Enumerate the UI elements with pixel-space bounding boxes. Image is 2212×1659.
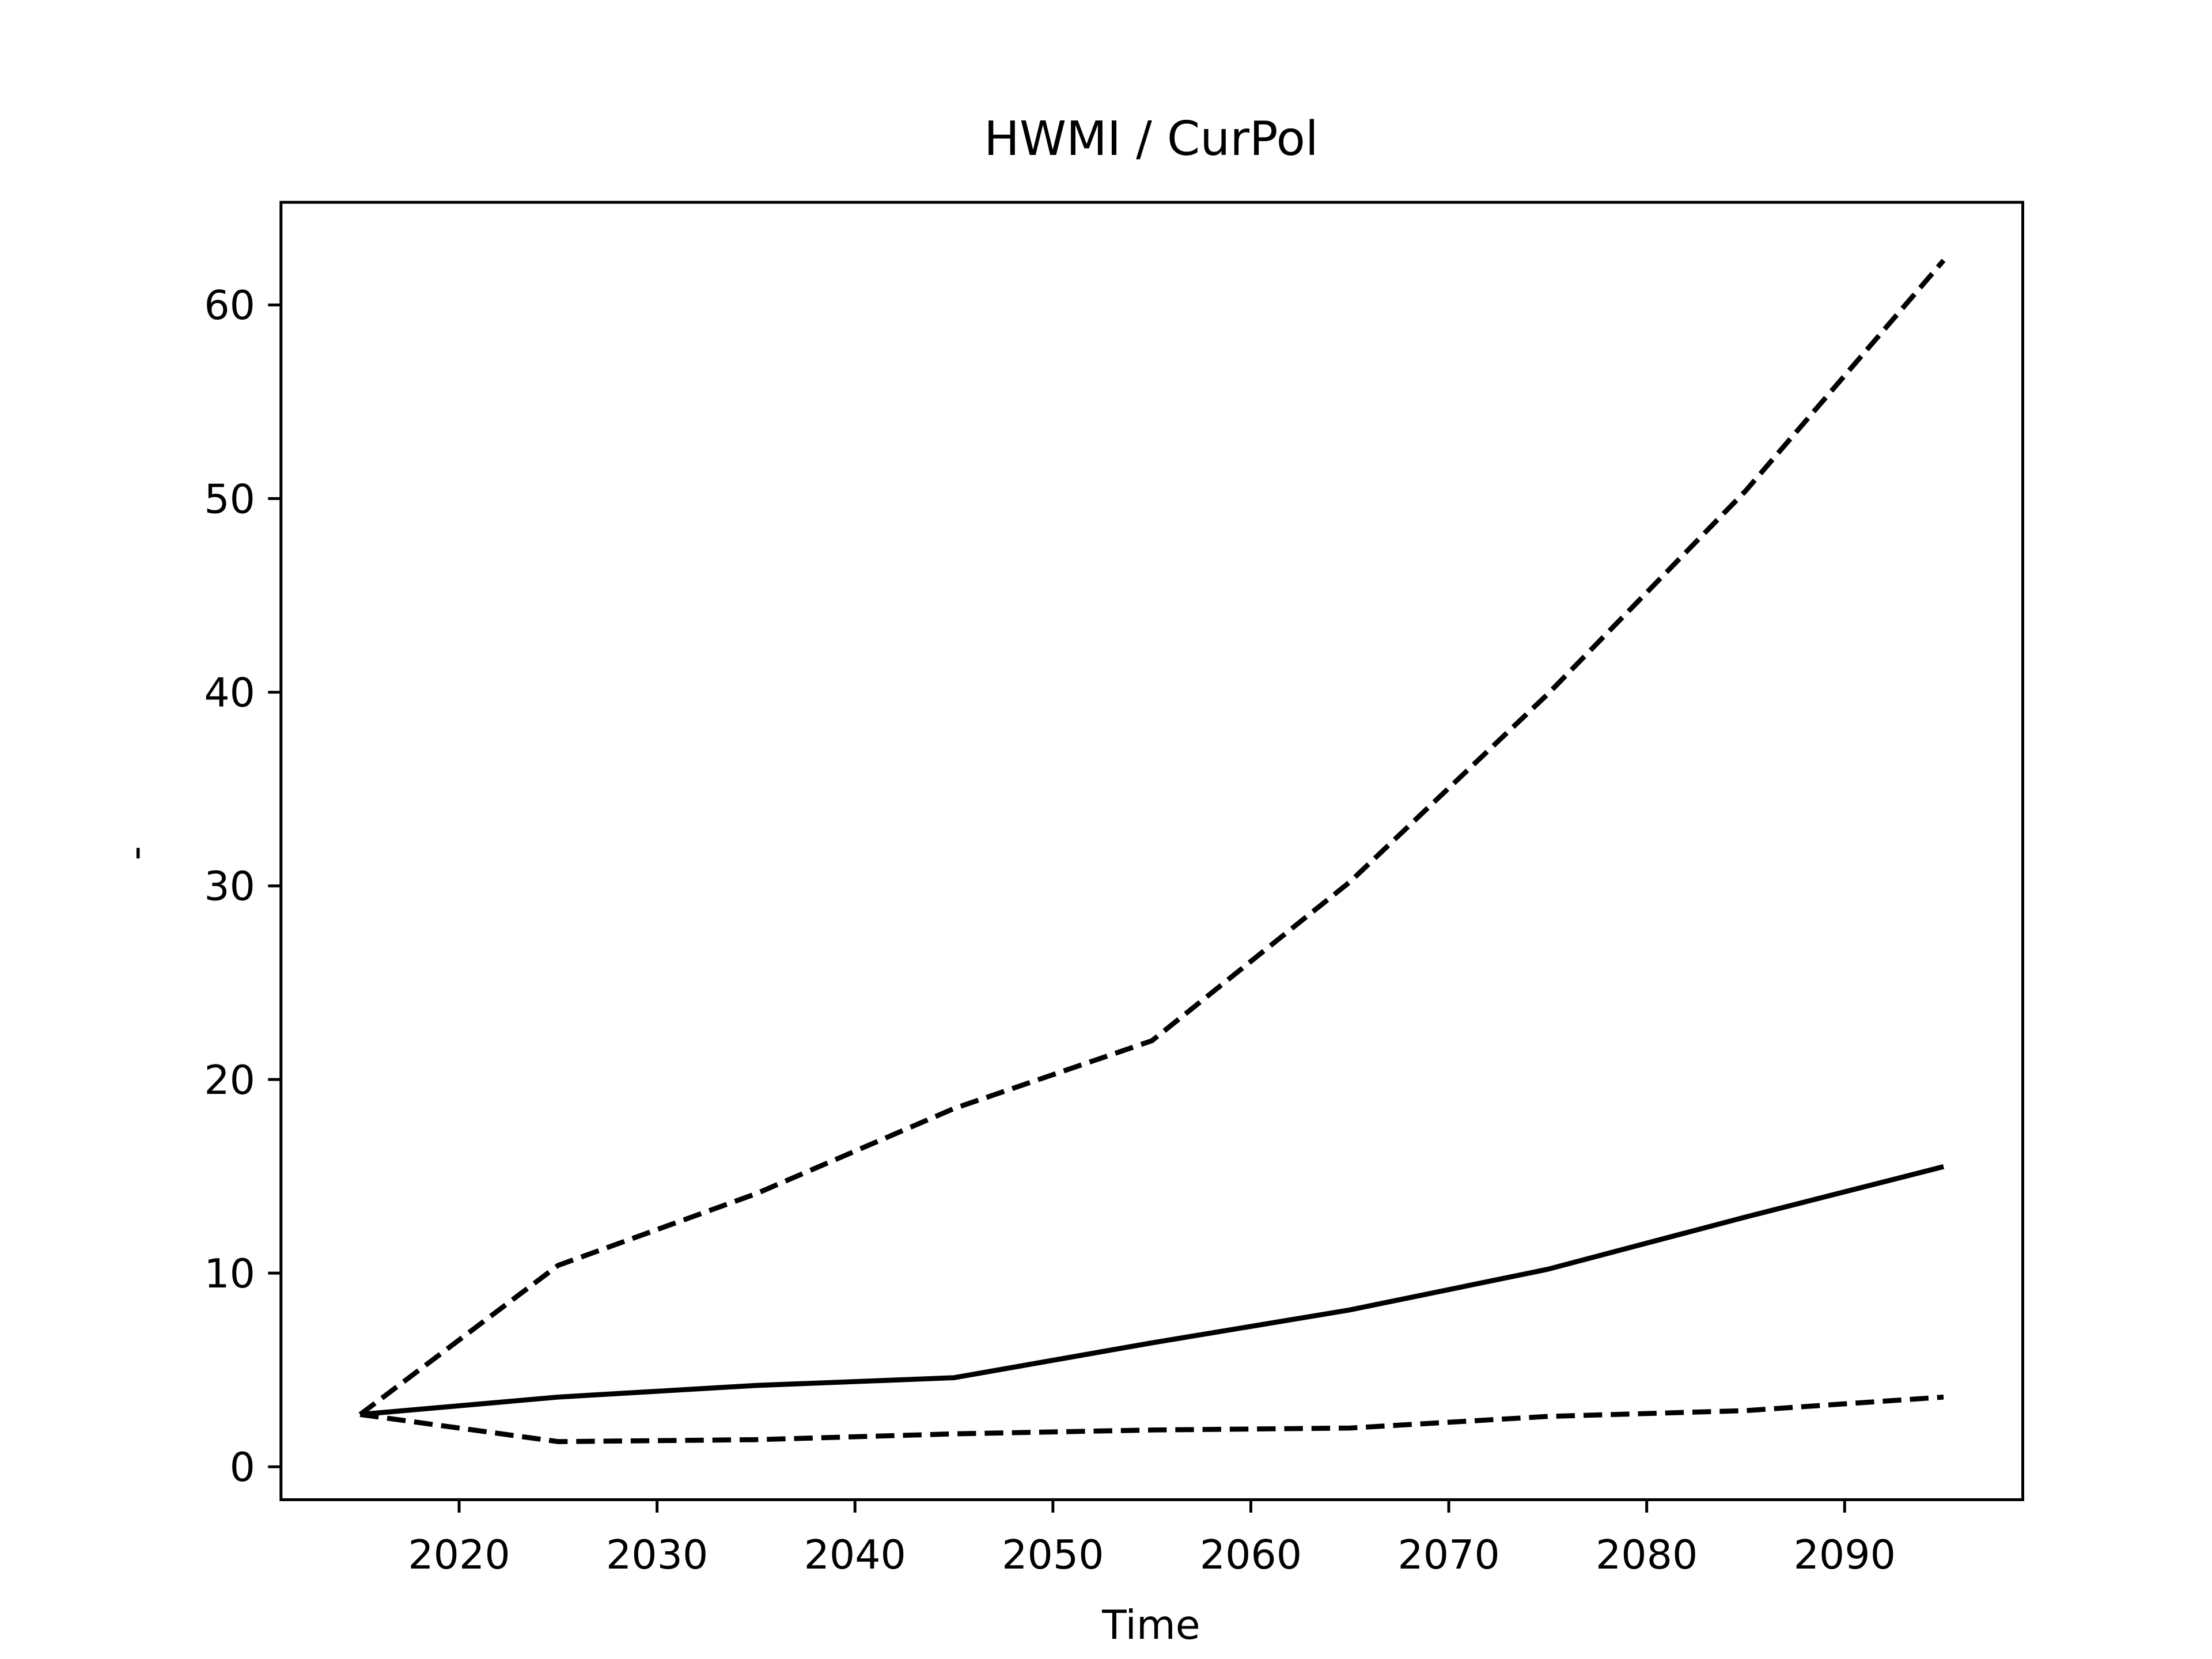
x-tick-label: 2040 [804, 1532, 906, 1578]
y-tick-label: 10 [204, 1251, 255, 1297]
plot-frame [279, 200, 2024, 1501]
x-tick-label: 2060 [1200, 1532, 1302, 1578]
x-tick-label: 2080 [1596, 1532, 1698, 1578]
y-tick-label: 0 [230, 1444, 255, 1491]
x-tick-label: 2090 [1794, 1532, 1896, 1578]
x-tick-label: 2030 [606, 1532, 708, 1578]
y-axis-label: - [112, 846, 159, 860]
line-series [359, 1394, 1944, 1444]
x-tick-label: 2070 [1397, 1532, 1499, 1578]
y-tick-label: 50 [204, 476, 255, 522]
y-tick-label: 40 [204, 670, 255, 717]
y-tick-label: 60 [204, 282, 255, 329]
line-series [358, 259, 1946, 1417]
y-tick-label: 20 [204, 1057, 255, 1104]
x-tick-label: 2050 [1002, 1532, 1104, 1578]
line-series [359, 1164, 1945, 1417]
x-axis-label: Time [1101, 1602, 1200, 1649]
chart-title: HWMI / CurPol [984, 112, 1319, 166]
x-tick-label: 2020 [408, 1532, 510, 1578]
y-tick-label: 30 [204, 863, 255, 910]
